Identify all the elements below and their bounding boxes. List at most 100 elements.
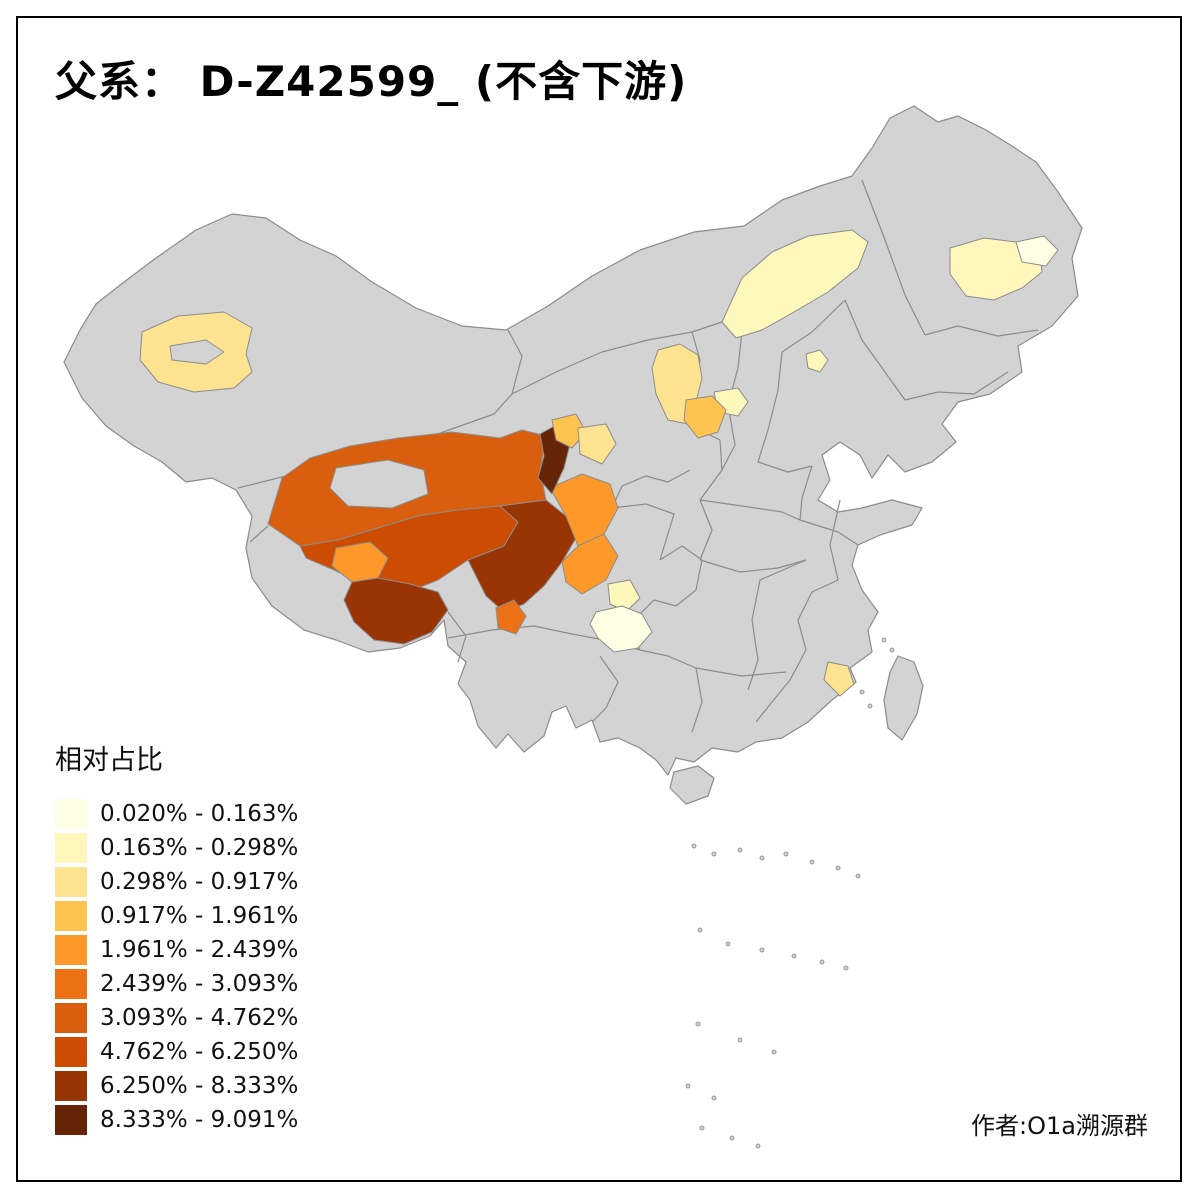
islet (725, 941, 731, 947)
islet (835, 865, 841, 871)
islet (699, 1125, 705, 1131)
province-border (611, 469, 691, 509)
colored-regions (139, 229, 1059, 697)
province-border (747, 559, 807, 691)
province-border (653, 545, 703, 607)
plot-title: 父系： D-Z42599_ (不含下游) (55, 57, 688, 106)
islet (881, 637, 887, 643)
province-border (699, 559, 807, 573)
islet (737, 847, 743, 853)
legend-row: 0.163% - 0.298% (55, 833, 298, 863)
legend-title: 相对占比 (55, 745, 163, 776)
south-china-sea-islets (685, 637, 895, 1149)
province-border (639, 649, 697, 669)
legend-swatch (55, 1003, 87, 1033)
map-region-tibet-lhasa (343, 577, 449, 645)
province-border (695, 667, 787, 677)
legend-swatch (55, 833, 87, 863)
map-region-guizhou-north (607, 579, 641, 613)
province-border (447, 611, 467, 663)
province-border (591, 655, 619, 723)
province-border (691, 667, 703, 733)
islet (771, 1049, 777, 1055)
legend-swatch (55, 867, 87, 897)
islet (691, 843, 697, 849)
islet (819, 959, 825, 965)
province-border (611, 503, 675, 561)
province-border (844, 299, 906, 401)
map-region-fujian-coast (823, 661, 855, 697)
map-region-inner-mongolia-central (721, 229, 869, 339)
province-border (797, 579, 839, 651)
islet (755, 1143, 761, 1149)
map-region-sichuan-aba (549, 473, 619, 547)
legend-row: 6.250% - 8.333% (55, 1071, 298, 1101)
legend-swatch (55, 901, 87, 931)
map-layer (63, 105, 1083, 1149)
province-border (507, 329, 523, 395)
legend-swatch (55, 935, 87, 965)
map-region-xinjiang-west (139, 311, 253, 393)
islet (859, 689, 865, 695)
islet (711, 1095, 717, 1101)
legend-swatch (55, 799, 87, 829)
legend-rows: 0.020% - 0.163% 0.163% - 0.298% 0.298% - 0… (55, 799, 298, 1135)
map-region-ningxia-south (683, 395, 727, 439)
map-region-yunnan-diqing (495, 599, 527, 635)
province-border (781, 299, 846, 353)
islet (759, 947, 765, 953)
legend-label: 1.961% - 2.439% (100, 937, 299, 963)
islet (809, 859, 815, 865)
legend-label: 4.762% - 6.250% (100, 1039, 299, 1065)
islet (843, 965, 849, 971)
islet (759, 855, 765, 861)
legend-row: 2.439% - 3.093% (55, 969, 298, 999)
islet (685, 1083, 691, 1089)
province-border (757, 461, 813, 473)
legend-label: 0.163% - 0.298% (100, 835, 299, 861)
legend-swatch (55, 1071, 87, 1101)
islet (711, 851, 717, 857)
legend-swatch (55, 1037, 87, 1067)
legend-label: 8.333% - 9.091% (100, 1107, 299, 1133)
plot-border (16, 16, 1182, 1182)
province-border (904, 371, 1009, 401)
islet (729, 1135, 735, 1141)
islet (783, 851, 789, 857)
legend-row: 8.333% - 9.091% (55, 1105, 298, 1135)
islet (695, 1021, 701, 1027)
islet (791, 953, 797, 959)
legend-label: 3.093% - 4.762% (100, 1005, 299, 1031)
legend-swatch (55, 1105, 87, 1135)
province-border (755, 649, 807, 723)
legend-label: 0.020% - 0.163% (100, 801, 299, 827)
province-border (861, 179, 926, 336)
province-border (699, 469, 723, 561)
province-border (699, 499, 801, 521)
map-region-guizhou-central (589, 605, 653, 653)
map-hainan-island (669, 765, 715, 805)
legend-row: 0.298% - 0.917% (55, 867, 298, 897)
islet (737, 1037, 743, 1043)
legend-row: 4.762% - 6.250% (55, 1037, 298, 1067)
legend-row: 0.917% - 1.961% (55, 901, 298, 931)
islet (855, 873, 861, 879)
map-region-beijing-area (805, 349, 829, 373)
map-taiwan-island (883, 655, 924, 741)
map-region-sichuan-yaan (561, 533, 619, 595)
map-region-heilongjiang-north (1015, 235, 1059, 267)
province-border (249, 525, 269, 543)
islet (889, 647, 895, 653)
legend-label: 6.250% - 8.333% (100, 1073, 299, 1099)
attribution: 作者:O1a溯源群 (971, 1112, 1148, 1140)
legend-label: 2.439% - 3.093% (100, 971, 299, 997)
legend-swatch (55, 969, 87, 999)
province-border (511, 321, 723, 395)
legend-row: 1.961% - 2.439% (55, 935, 298, 965)
province-border (924, 325, 1039, 337)
legend-label: 0.298% - 0.917% (100, 869, 299, 895)
map-region-gansu-lanzhou (577, 423, 617, 465)
islet (867, 703, 873, 709)
islet (697, 927, 703, 933)
